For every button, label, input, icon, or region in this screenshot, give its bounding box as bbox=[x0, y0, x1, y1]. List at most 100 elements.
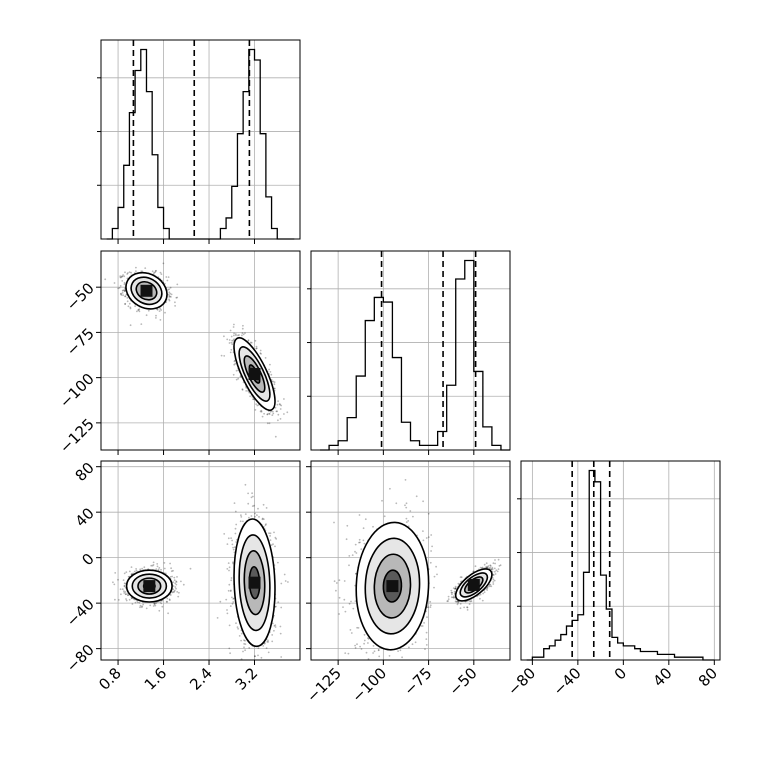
density-peak bbox=[140, 284, 153, 297]
sample-point bbox=[367, 642, 369, 644]
sample-point bbox=[114, 598, 116, 601]
sample-point bbox=[127, 305, 130, 308]
sample-point bbox=[273, 383, 276, 386]
sample-point bbox=[167, 612, 170, 615]
sample-point bbox=[260, 656, 263, 659]
sample-point bbox=[388, 655, 391, 657]
sample-point bbox=[344, 610, 347, 613]
sample-point bbox=[141, 270, 144, 273]
sample-point bbox=[279, 625, 282, 628]
sample-point bbox=[124, 271, 126, 274]
sample-point bbox=[153, 602, 156, 605]
sample-point bbox=[257, 507, 259, 510]
sample-point bbox=[235, 523, 238, 526]
sample-point bbox=[364, 518, 367, 521]
sample-point bbox=[175, 581, 178, 583]
sample-point bbox=[120, 276, 123, 279]
sample-point bbox=[242, 650, 244, 653]
sample-point bbox=[168, 298, 170, 301]
sample-point bbox=[168, 291, 171, 294]
sample-point bbox=[231, 596, 233, 599]
sample-point bbox=[174, 582, 177, 585]
sample-point bbox=[258, 516, 260, 518]
sample-point bbox=[238, 635, 241, 637]
sample-point bbox=[166, 279, 169, 282]
sample-point bbox=[228, 647, 231, 650]
sample-point bbox=[114, 572, 117, 574]
sample-point bbox=[404, 479, 407, 481]
sample-point bbox=[244, 513, 247, 515]
sample-point bbox=[271, 640, 274, 643]
sample-point bbox=[119, 588, 122, 591]
sample-point bbox=[128, 598, 131, 601]
sample-point bbox=[123, 572, 126, 575]
sample-point bbox=[158, 567, 161, 569]
sample-point bbox=[119, 293, 122, 295]
sample-point bbox=[408, 646, 410, 649]
sample-point bbox=[426, 616, 428, 618]
sample-point bbox=[154, 604, 157, 607]
sample-point bbox=[425, 537, 428, 539]
sample-point bbox=[354, 644, 356, 647]
sample-point bbox=[122, 294, 124, 297]
sample-point bbox=[104, 278, 107, 281]
sample-point bbox=[165, 276, 168, 278]
sample-point bbox=[228, 583, 231, 586]
histogram-p2 bbox=[526, 469, 715, 661]
sample-point bbox=[180, 580, 182, 583]
sample-point bbox=[176, 283, 179, 286]
sample-point bbox=[147, 309, 150, 312]
sample-point bbox=[120, 294, 123, 296]
sample-point bbox=[412, 515, 414, 518]
sample-point bbox=[343, 598, 346, 601]
sample-point bbox=[173, 579, 176, 582]
sample-point bbox=[265, 507, 268, 509]
sample-point bbox=[163, 567, 166, 570]
sample-point bbox=[228, 342, 231, 344]
sample-point bbox=[358, 541, 360, 544]
sample-point bbox=[123, 283, 126, 286]
sample-point bbox=[174, 301, 176, 304]
sample-point bbox=[119, 276, 122, 279]
sample-point bbox=[216, 617, 219, 619]
sample-point bbox=[427, 536, 430, 538]
sample-point bbox=[287, 581, 289, 583]
sample-point bbox=[118, 287, 121, 289]
sample-point bbox=[277, 561, 279, 564]
sample-point bbox=[277, 413, 280, 416]
sample-point bbox=[128, 302, 131, 305]
sample-point bbox=[134, 601, 137, 604]
sample-point bbox=[373, 650, 376, 653]
sample-point bbox=[160, 309, 163, 311]
sample-point bbox=[159, 601, 162, 603]
sample-point bbox=[429, 561, 432, 564]
sample-point bbox=[279, 418, 282, 420]
sample-point bbox=[411, 643, 414, 646]
sample-point bbox=[112, 581, 114, 584]
sample-point bbox=[176, 576, 178, 578]
sample-point bbox=[245, 390, 248, 392]
sample-point bbox=[121, 275, 123, 278]
sample-point bbox=[253, 504, 256, 507]
sample-point bbox=[141, 567, 144, 570]
sample-point bbox=[154, 271, 157, 274]
sample-point bbox=[338, 579, 341, 582]
sample-point bbox=[123, 592, 126, 594]
sample-point bbox=[126, 273, 129, 275]
sample-point bbox=[170, 293, 173, 296]
sample-point bbox=[155, 317, 157, 319]
sample-point bbox=[363, 642, 365, 645]
sample-point bbox=[169, 576, 172, 578]
sample-point bbox=[155, 269, 158, 272]
sample-point bbox=[280, 606, 283, 609]
sample-point bbox=[166, 597, 169, 600]
sample-point bbox=[122, 579, 125, 581]
sample-point bbox=[354, 550, 356, 553]
sample-point bbox=[435, 565, 437, 568]
sample-point bbox=[119, 285, 122, 287]
sample-point bbox=[175, 587, 177, 590]
sample-point bbox=[247, 492, 250, 495]
sample-point bbox=[135, 266, 137, 269]
sample-point bbox=[261, 415, 264, 418]
sample-point bbox=[122, 289, 125, 292]
